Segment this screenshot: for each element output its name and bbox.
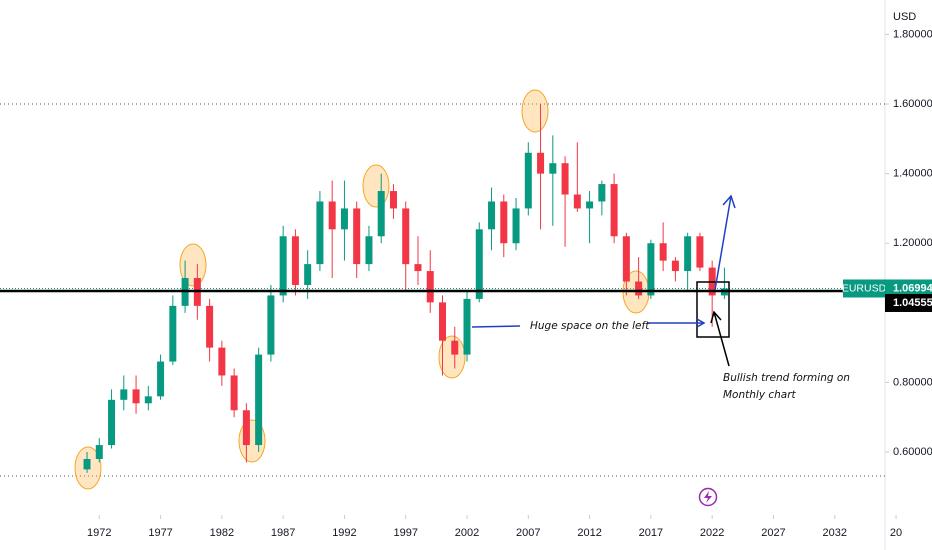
- y-tick-label: 1.20000: [893, 237, 932, 249]
- x-tick-label: 20: [890, 527, 902, 539]
- candle-body: [586, 201, 594, 209]
- candle-body: [108, 399, 116, 446]
- y-tick-label: 0.80000: [893, 376, 932, 388]
- candle-body: [328, 201, 336, 230]
- x-tick-label: 2002: [455, 527, 479, 539]
- candle-body: [622, 236, 630, 282]
- x-tick-label: 1982: [210, 527, 234, 539]
- candle-body: [512, 208, 520, 244]
- candle-body: [598, 184, 606, 202]
- support-label: 1.04555: [893, 297, 932, 309]
- candle-body: [144, 396, 152, 404]
- candle-body: [353, 208, 361, 265]
- candle-body: [377, 191, 385, 237]
- candle-body: [267, 295, 275, 355]
- x-tick-label: 1987: [271, 527, 295, 539]
- x-tick-label: 1997: [393, 527, 417, 539]
- candle-body: [206, 305, 214, 348]
- highlight-circle: [179, 243, 207, 287]
- candle-body: [426, 271, 434, 303]
- candle-body: [132, 389, 140, 404]
- y-tick-label: 1.80000: [893, 28, 932, 40]
- candle-body: [524, 152, 532, 209]
- symbol-label: EURUSD: [842, 282, 887, 294]
- x-tick-label: 2027: [761, 527, 785, 539]
- candle-body: [573, 194, 581, 209]
- candle-body: [635, 281, 643, 296]
- currency-label: USD: [893, 11, 916, 23]
- x-tick-label: 2022: [700, 527, 724, 539]
- candle-body: [451, 340, 459, 355]
- candle-body: [439, 302, 446, 341]
- pointer-arrow: [713, 311, 730, 367]
- x-tick-label: 2007: [516, 527, 540, 539]
- candle-body: [414, 264, 422, 272]
- candle-body: [549, 163, 557, 174]
- candle-body: [463, 298, 471, 355]
- event-icon-bolt: [704, 491, 712, 503]
- highlight-circle: [438, 335, 466, 379]
- x-tick-label: 2017: [639, 527, 663, 539]
- candle-body: [230, 375, 238, 411]
- candle-body: [475, 229, 483, 299]
- space-line-left: [471, 325, 521, 328]
- candle-body: [279, 236, 287, 296]
- x-tick-label: 2012: [577, 527, 601, 539]
- candle-body: [255, 354, 263, 446]
- arrow-head: [696, 318, 706, 328]
- candle-body: [537, 152, 545, 174]
- focus-box: [696, 281, 730, 338]
- highlight-circle: [521, 89, 549, 133]
- candle-body: [120, 389, 128, 400]
- y-tick-label: 1.60000: [893, 98, 932, 110]
- arrow-head: [722, 194, 736, 209]
- candle-body: [340, 208, 348, 230]
- last-price-tag: [885, 279, 932, 298]
- candle-body: [316, 201, 324, 265]
- candle-body: [218, 347, 226, 376]
- candle-body: [95, 445, 103, 459]
- x-tick-label: 1977: [148, 527, 172, 539]
- y-tick-label: 1.40000: [893, 168, 932, 180]
- annotation: Huge space on the left: [530, 320, 650, 332]
- highlight-circle: [362, 164, 390, 208]
- candle-body: [561, 163, 569, 195]
- candle-body: [610, 184, 618, 237]
- candle-body: [684, 236, 692, 272]
- annotation: Monthly chart: [723, 389, 797, 401]
- candle-body: [157, 361, 165, 397]
- arrow-head: [710, 310, 722, 324]
- candle-body: [671, 260, 679, 272]
- candle-body: [500, 201, 508, 244]
- x-tick-label: 1972: [87, 527, 111, 539]
- support-tag: [885, 293, 932, 312]
- candle-body: [488, 201, 496, 230]
- candle-body: [365, 236, 373, 265]
- candle-body: [696, 236, 704, 268]
- candle-body: [389, 191, 397, 209]
- candle-body: [659, 243, 667, 261]
- candle-body: [169, 305, 177, 362]
- candle-body: [647, 243, 655, 296]
- x-tick-label: 2032: [823, 527, 847, 539]
- symbol-tag: [843, 279, 885, 298]
- x-tick-label: 1992: [332, 527, 356, 539]
- candle-body: [402, 208, 410, 265]
- candle-body: [242, 410, 250, 446]
- bullish-arrow: [714, 195, 732, 291]
- annotation: Bullish trend forming on: [723, 372, 850, 384]
- candle-body: [304, 264, 312, 285]
- candle-body: [83, 458, 91, 470]
- y-tick-label: 0.60000: [893, 446, 932, 458]
- candle-body: [291, 236, 299, 285]
- last-price-label: 1.06994: [893, 282, 932, 294]
